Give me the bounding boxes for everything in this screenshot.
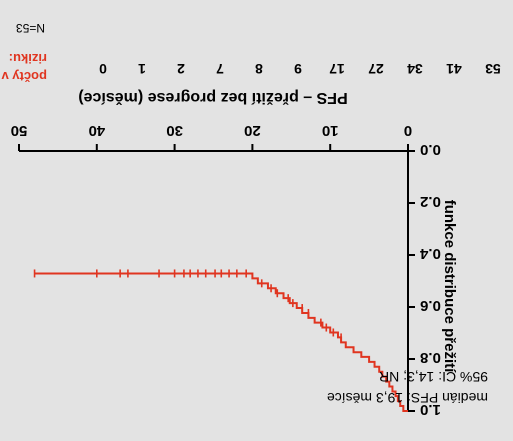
y-tick-label: 0.0: [420, 141, 441, 158]
risk-count: 53: [485, 61, 501, 77]
y-tick-label: 0.4: [419, 245, 441, 262]
risk-count: 41: [446, 61, 462, 77]
x-tick-label: 20: [244, 122, 261, 139]
risk-count: 34: [407, 61, 423, 77]
x-tick-label: 50: [11, 122, 28, 139]
x-ticks-group: 0 10 20 30 40 50: [11, 122, 412, 151]
x-tick-label: 30: [166, 122, 183, 139]
x-tick-label: 0: [404, 122, 412, 139]
risk-count: 1: [138, 61, 146, 77]
y-ticks-group: 0.0 0.2 0.4 0.6 0.8 1.0: [408, 141, 441, 418]
axes-group: [19, 150, 409, 411]
risk-label-line1: počty v: [1, 69, 47, 84]
x-tick-label: 40: [88, 122, 105, 139]
median-annotation: medián PFS: 19,3 měsíce: [327, 390, 488, 406]
risk-count: 17: [329, 61, 345, 77]
y-tick-label: 1.0: [420, 401, 441, 418]
y-tick-label: 0.6: [420, 297, 441, 314]
n-label: N=53: [16, 21, 45, 35]
series-group: [33, 269, 408, 412]
risk-count: 0: [99, 61, 107, 77]
km-curve: [34, 272, 408, 412]
y-tick-label: 0.2: [420, 193, 441, 210]
risk-count: 7: [216, 61, 224, 77]
x-tick-label: 10: [322, 122, 339, 139]
risk-table-group: 53 41 34 27 17 9 8 7 2 1 0: [99, 61, 501, 77]
ci-annotation: 95% CI: 14,3; NR: [379, 369, 488, 385]
y-tick-label: 0.8: [420, 349, 441, 366]
y-axis-label: funkce distribuce přežití: [441, 200, 458, 373]
risk-count: 2: [177, 61, 185, 77]
x-axis-label: PFS – přežití bez progrese (měsíce): [78, 89, 347, 106]
risk-count: 8: [255, 61, 263, 77]
risk-count: 27: [368, 61, 384, 77]
risk-count: 9: [294, 61, 302, 77]
risk-label-line2: riziku:: [9, 51, 47, 66]
